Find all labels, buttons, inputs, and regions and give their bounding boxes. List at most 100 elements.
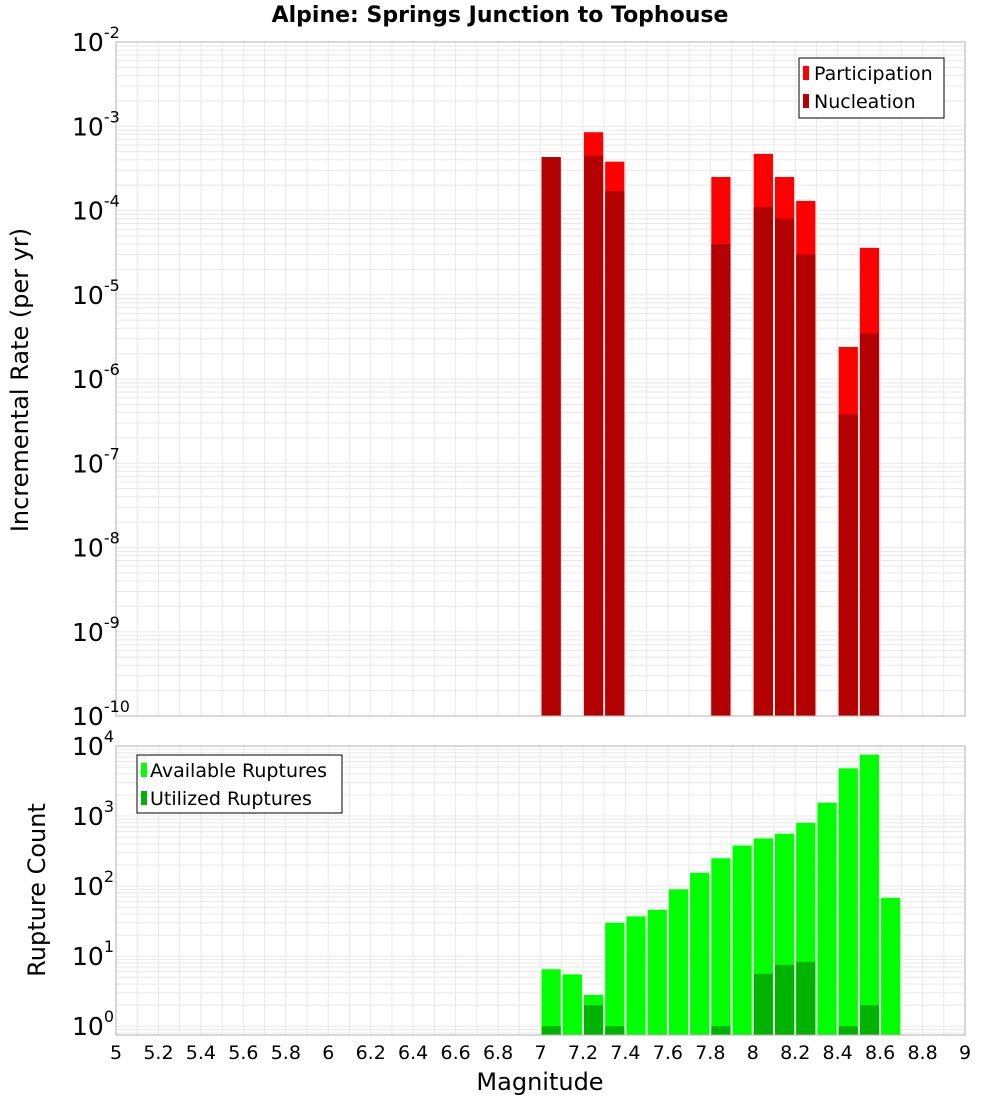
legend-label-utilized: Utilized Ruptures bbox=[150, 788, 312, 810]
bar-utilized bbox=[711, 1026, 731, 1035]
bottom-plot-frame bbox=[115, 745, 966, 1036]
y-tick-label: 101 bbox=[72, 937, 114, 971]
legend-swatch-nucleation bbox=[803, 94, 809, 108]
x-tick-label: 8.8 bbox=[907, 1042, 937, 1064]
x-tick-label: 9 bbox=[959, 1042, 971, 1064]
bar-available bbox=[541, 969, 561, 1035]
bar-available bbox=[562, 974, 582, 1035]
bar-utilized bbox=[859, 1005, 880, 1035]
y-tick-base: 10 bbox=[72, 28, 104, 57]
y-tick-base: 10 bbox=[72, 1012, 104, 1041]
bar-nucleation bbox=[583, 155, 604, 716]
bar-utilized bbox=[583, 1005, 604, 1035]
x-tick-label: 5.2 bbox=[143, 1042, 173, 1064]
bar-nucleation bbox=[605, 191, 625, 717]
bar-utilized bbox=[774, 964, 795, 1035]
y-tick-base: 10 bbox=[72, 872, 104, 901]
y-tick-label: 10-3 bbox=[72, 107, 120, 141]
x-tick-label: 6.4 bbox=[398, 1042, 428, 1064]
top-grid bbox=[115, 41, 966, 717]
y-tick-base: 10 bbox=[72, 802, 104, 831]
y-tick-exponent: 2 bbox=[104, 867, 114, 886]
y-tick-label: 10-10 bbox=[72, 697, 130, 731]
bar-nucleation bbox=[838, 414, 858, 716]
legend-label-available: Available Ruptures bbox=[150, 760, 327, 782]
x-tick-label: 6 bbox=[322, 1042, 334, 1064]
bottom-y-axis-label: Rupture Count bbox=[23, 803, 51, 977]
bar-utilized bbox=[541, 1026, 561, 1035]
bar-utilized bbox=[838, 1026, 858, 1035]
y-tick-label: 10-6 bbox=[72, 360, 120, 394]
y-tick-exponent: -4 bbox=[104, 192, 120, 211]
top-plot-frame bbox=[115, 41, 966, 717]
bar-nucleation bbox=[541, 157, 561, 717]
x-tick-label: 8.2 bbox=[780, 1042, 810, 1064]
x-tick-label: 5.4 bbox=[186, 1042, 216, 1064]
bottom-legend: Available Ruptures Utilized Ruptures bbox=[136, 754, 343, 814]
y-tick-exponent: -10 bbox=[104, 697, 130, 716]
x-tick-label: 7.2 bbox=[568, 1042, 598, 1064]
bar-nucleation bbox=[774, 218, 795, 716]
legend-label-participation: Participation bbox=[814, 63, 933, 85]
y-tick-label: 100 bbox=[72, 1007, 114, 1041]
x-tick-label: 6.8 bbox=[483, 1042, 513, 1064]
bar-utilized bbox=[753, 973, 773, 1035]
x-tick-label: 6.2 bbox=[356, 1042, 386, 1064]
y-tick-exponent: -9 bbox=[104, 613, 120, 632]
y-tick-exponent: 4 bbox=[104, 727, 114, 746]
bar-available bbox=[817, 802, 837, 1035]
x-tick-label: 5.8 bbox=[271, 1042, 301, 1064]
x-tick-label: 5.6 bbox=[228, 1042, 258, 1064]
y-tick-exponent: -8 bbox=[104, 529, 120, 548]
y-tick-exponent: -6 bbox=[104, 360, 120, 379]
bar-nucleation bbox=[796, 254, 816, 716]
bar-available bbox=[647, 909, 667, 1035]
x-tick-labels: 5 5.2 5.4 5.6 5.8 6 6.2 6.4 6.6 6.8 7 7.2 7.4 7.6 7.8 8… bbox=[110, 1042, 971, 1064]
x-tick-label: 6.6 bbox=[440, 1042, 470, 1064]
top-y-axis-label: Incremental Rate (per yr) bbox=[6, 228, 34, 532]
bar-available bbox=[690, 872, 710, 1035]
y-tick-label: 104 bbox=[72, 727, 114, 761]
bar-nucleation bbox=[753, 207, 773, 716]
bar-available bbox=[626, 916, 646, 1035]
x-tick-label: 7.4 bbox=[610, 1042, 640, 1064]
y-tick-label: 10-5 bbox=[72, 276, 120, 310]
top-bars bbox=[541, 132, 880, 717]
bar-available bbox=[881, 897, 901, 1035]
legend-swatch-participation bbox=[803, 66, 809, 80]
y-tick-exponent: -7 bbox=[104, 444, 120, 463]
bar-available bbox=[838, 768, 858, 1035]
y-tick-label: 10-7 bbox=[72, 444, 120, 478]
y-tick-base: 10 bbox=[72, 365, 104, 394]
y-tick-exponent: -5 bbox=[104, 276, 120, 295]
y-tick-label: 10-2 bbox=[72, 23, 120, 57]
y-tick-label: 103 bbox=[72, 797, 114, 831]
y-tick-base: 10 bbox=[72, 702, 104, 731]
bar-available bbox=[668, 889, 689, 1035]
x-tick-label: 8.4 bbox=[823, 1042, 853, 1064]
y-tick-base: 10 bbox=[72, 112, 104, 141]
bar-available bbox=[859, 754, 880, 1035]
bar-utilized bbox=[605, 1026, 625, 1035]
y-tick-base: 10 bbox=[72, 197, 104, 226]
y-tick-base: 10 bbox=[72, 449, 104, 478]
x-tick-label: 8 bbox=[747, 1042, 759, 1064]
y-tick-exponent: 0 bbox=[104, 1007, 114, 1026]
legend-swatch-available bbox=[141, 763, 147, 777]
y-tick-label: 102 bbox=[72, 867, 114, 901]
x-tick-label: 7.8 bbox=[695, 1042, 725, 1064]
y-tick-exponent: -2 bbox=[104, 23, 120, 42]
y-tick-exponent: 1 bbox=[104, 937, 114, 956]
legend-label-nucleation: Nucleation bbox=[814, 91, 916, 113]
y-tick-label: 10-4 bbox=[72, 192, 120, 226]
y-tick-base: 10 bbox=[72, 281, 104, 310]
y-tick-base: 10 bbox=[72, 618, 104, 647]
bottom-legend-box bbox=[136, 754, 343, 814]
chart-title: Alpine: Springs Junction to Tophouse bbox=[272, 3, 729, 28]
x-tick-label: 5 bbox=[110, 1042, 122, 1064]
x-tick-label: 7 bbox=[534, 1042, 546, 1064]
